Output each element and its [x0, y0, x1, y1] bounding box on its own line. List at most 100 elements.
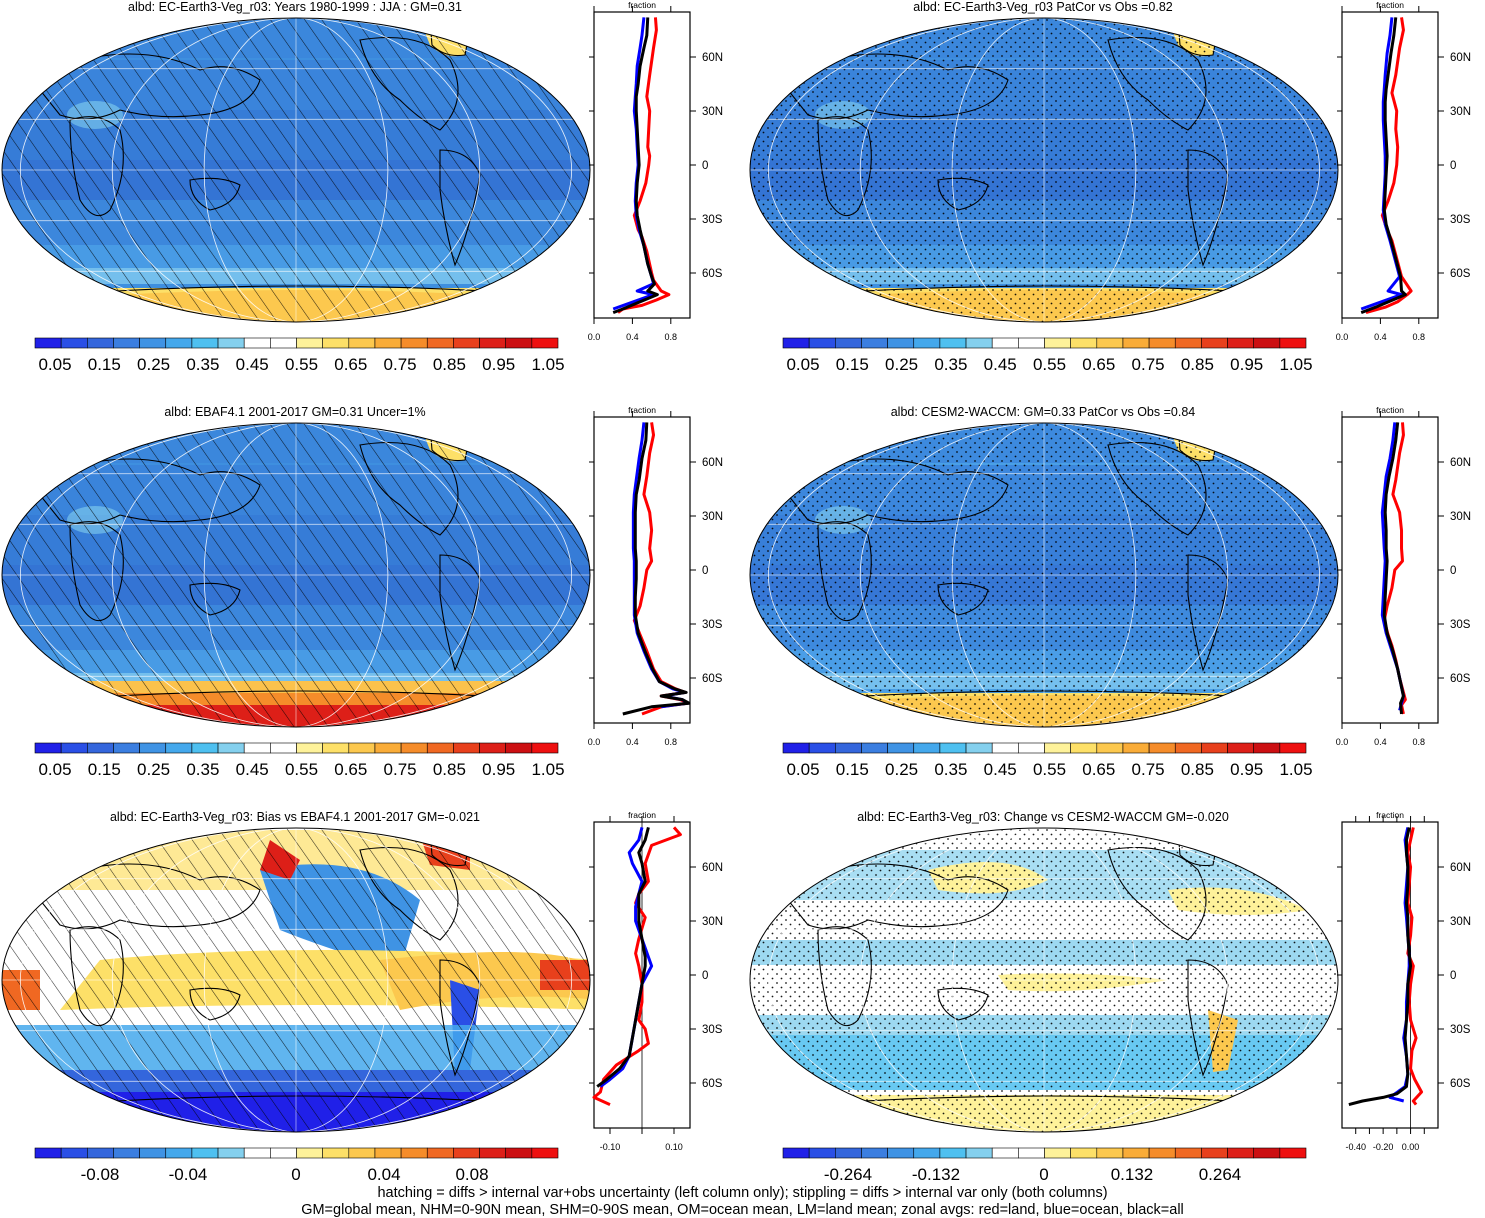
colorbar-swatch: [1279, 1147, 1307, 1159]
colorbar-label: 0.15: [836, 355, 869, 374]
panel-title: albd: EC-Earth3-Veg_r03: Bias vs EBAF4.1…: [109, 810, 480, 824]
colorbar-swatch: [296, 1147, 323, 1159]
zonal-lat-label: 0: [702, 970, 708, 982]
colorbar-swatch: [1044, 742, 1071, 754]
colorbar-swatch: [1253, 1147, 1281, 1159]
colorbar-swatch: [270, 1147, 297, 1159]
colorbar-swatch: [913, 742, 941, 754]
colorbar-swatch: [191, 742, 219, 754]
colorbar-label: 0.05: [786, 355, 819, 374]
colorbar-swatch: [60, 1147, 88, 1159]
zonal-lat-label: 0: [1450, 160, 1456, 172]
panel-reference-model: albd: CESM2-WACCM: GM=0.33 PatCor vs Obs…: [748, 405, 1485, 810]
colorbar-label: 0.35: [186, 760, 219, 779]
colorbar-swatch: [60, 337, 88, 349]
map-border: [1, 827, 591, 1133]
colorbar-swatch: [479, 1147, 506, 1159]
colorbar-swatch: [243, 742, 271, 754]
zonal-lat-label: 60N: [1450, 52, 1471, 64]
zonal-lat-label: 30S: [1450, 214, 1471, 226]
colorbar-swatch: [322, 742, 350, 754]
zonal-lat-label: 30S: [702, 619, 723, 631]
zonal-series-land: [617, 17, 671, 314]
zonal-x-tick-label: 0.4: [1374, 332, 1387, 342]
colorbar-label: 0.95: [482, 355, 515, 374]
colorbar-label: 0.35: [934, 355, 967, 374]
colorbar-swatch: [913, 1147, 941, 1159]
zonal-x-tick-label: 0.10: [665, 1142, 683, 1152]
colorbar-swatch: [426, 1147, 454, 1159]
colorbar-swatch: [165, 1147, 193, 1159]
stippling-overlay: [750, 423, 1338, 727]
colorbar-label: 0.85: [433, 760, 466, 779]
colorbar-swatch: [887, 742, 915, 754]
colorbar-swatch: [887, 337, 915, 349]
panel-model-patcor: albd: EC-Earth3-Veg_r03 PatCor vs Obs =0…: [748, 0, 1485, 405]
colorbar-swatch: [374, 742, 402, 754]
colorbar-label: -0.132: [912, 1165, 960, 1184]
panel-title: albd: CESM2-WACCM: GM=0.33 PatCor vs Obs…: [890, 405, 1196, 419]
map-field: [2, 423, 590, 727]
colorbar-swatch: [1018, 742, 1045, 754]
colorbar-label: 0.95: [1230, 355, 1263, 374]
colorbar-label: 0.55: [1033, 760, 1066, 779]
zonal-lat-label: 30S: [702, 214, 723, 226]
colorbar-swatch: [426, 742, 454, 754]
map-field: [2, 828, 590, 1132]
colorbar-swatch: [991, 742, 1019, 754]
zonal-lat-label: 30N: [702, 106, 723, 118]
colorbar-swatch: [1279, 742, 1307, 754]
zonal-lat-label: 0: [702, 160, 708, 172]
colorbar-swatch: [1201, 337, 1228, 349]
colorbar-label: 0.65: [334, 355, 367, 374]
zonal-x-tick-label: 0.0: [1336, 332, 1349, 342]
zonal-series-all: [596, 827, 650, 1088]
zonal-lat-label: 60S: [702, 1078, 723, 1090]
zonal-x-tick-label: 0.0: [1336, 737, 1349, 747]
colorbar: 0.05 0.15 0.25 0.35 0.45 0.55 0.65 0.75 0.85 0.95…: [34, 742, 565, 779]
zonal-lat-label: 30S: [1450, 619, 1471, 631]
colorbar-swatch: [296, 337, 323, 349]
colorbar-swatch: [782, 742, 810, 754]
colorbar-swatch: [1096, 337, 1124, 349]
colorbar-swatch: [191, 1147, 219, 1159]
colorbar-swatch: [505, 742, 533, 754]
colorbar-swatch: [861, 742, 888, 754]
colorbar-label: 0.04: [367, 1165, 400, 1184]
panel-bias: albd: EC-Earth3-Veg_r03: Bias vs EBAF4.1…: [0, 810, 740, 1215]
colorbar-swatch: [965, 337, 993, 349]
colorbar-label: 0.15: [836, 760, 869, 779]
colorbar-swatch: [87, 742, 114, 754]
colorbar-label: -0.08: [81, 1165, 120, 1184]
zonal-lat-label: 30N: [1450, 511, 1471, 523]
zonal-x-tick-label: 0.8: [665, 332, 678, 342]
colorbar-swatch: [505, 1147, 533, 1159]
colorbar-swatch: [34, 337, 62, 349]
colorbar-label: 0.75: [1132, 355, 1165, 374]
map-border: [1, 422, 591, 728]
colorbar-label: 0.95: [482, 760, 515, 779]
hatching-overlay: [2, 18, 590, 322]
zonal-lat-label: 0: [1450, 970, 1456, 982]
colorbar-swatch: [1201, 742, 1228, 754]
zonal-lat-label: 0: [702, 565, 708, 577]
zonal-lat-label: 60S: [1450, 268, 1471, 280]
map-border: [749, 422, 1339, 728]
colorbar-swatch: [965, 1147, 993, 1159]
colorbar-swatch: [191, 337, 219, 349]
colorbar-label: 0.85: [1181, 355, 1214, 374]
colorbar-swatch: [782, 337, 810, 349]
colorbar-label: -0.264: [824, 1165, 872, 1184]
map-field: [750, 828, 1338, 1132]
zonal-lat-label: 30N: [1450, 916, 1471, 928]
zonal-lat-label: 60N: [702, 457, 723, 469]
colorbar-swatch: [939, 742, 967, 754]
map-border: [1, 17, 591, 323]
panel-title: albd: EC-Earth3-Veg_r03 PatCor vs Obs =0…: [913, 0, 1173, 14]
colorbar-label: 1.05: [531, 355, 564, 374]
colorbar-label: 0.75: [384, 355, 417, 374]
colorbar-label: 0.85: [1181, 760, 1214, 779]
colorbar-label: 0.35: [186, 355, 219, 374]
panel-graphics: fraction -0.10 0.10 60N 30N 0 30S 60S -0.08 -0.04…: [1, 810, 723, 1184]
map-field: [750, 18, 1338, 322]
